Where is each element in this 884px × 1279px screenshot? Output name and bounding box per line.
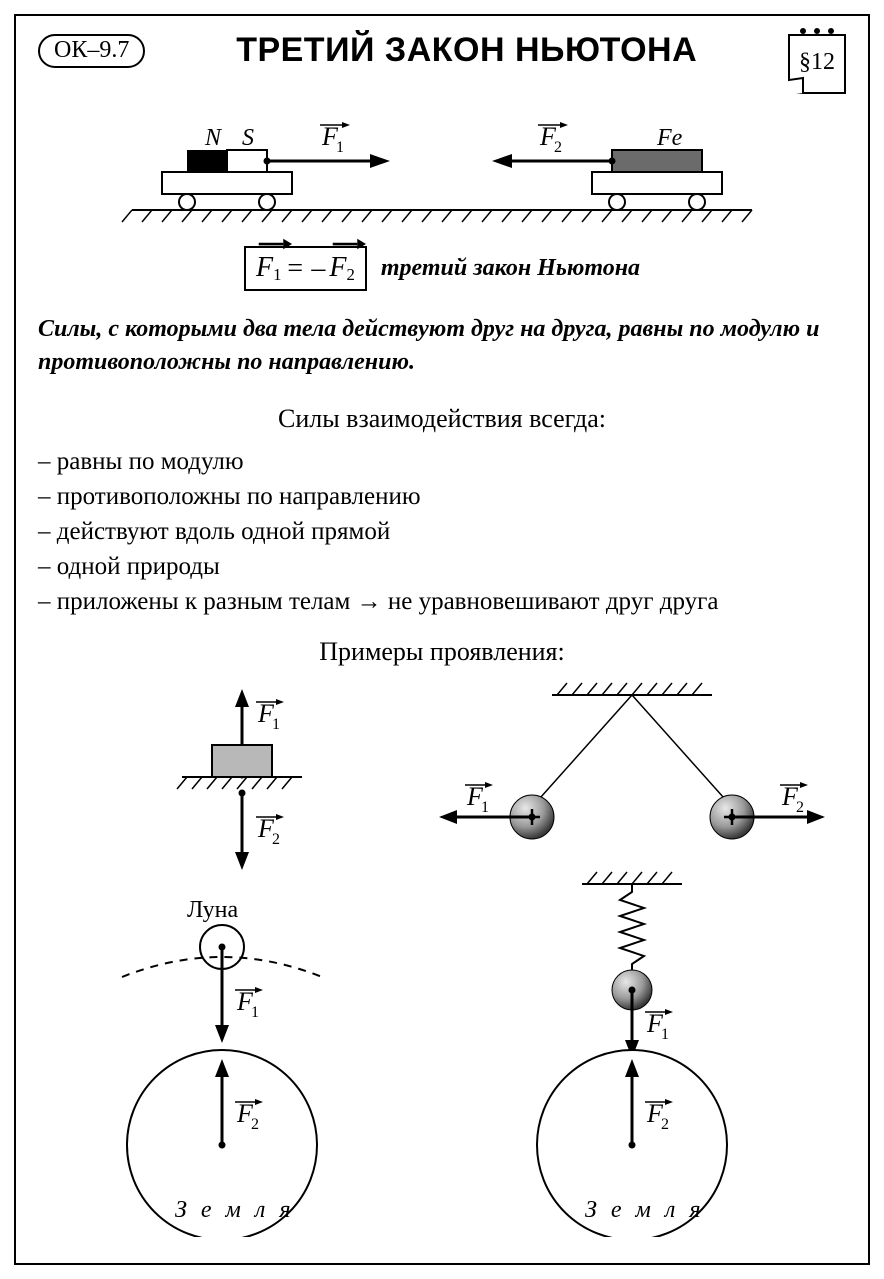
svg-text:2: 2 [554, 139, 562, 156]
page-header: ОК–9.7 ТРЕТИЙ ЗАКОН НЬЮТОНА §12 [38, 34, 846, 94]
svg-text:Fe: Fe [656, 125, 683, 151]
vector-f2: F2 [329, 252, 355, 285]
svg-text:1: 1 [251, 1004, 259, 1021]
svg-text:1: 1 [661, 1026, 669, 1043]
equation-label: третий закон Ньютона [381, 255, 640, 282]
svg-text:2: 2 [796, 799, 804, 816]
bullet-item: – действуют вдоль одной прямой [38, 514, 846, 549]
examples-heading: Примеры проявления: [38, 637, 846, 667]
page-curl-icon [788, 77, 804, 95]
examples-grid: F 1 F [42, 677, 842, 1237]
physics-page: ОК–9.7 ТРЕТИЙ ЗАКОН НЬЮТОНА §12 [0, 0, 884, 1279]
page-frame: ОК–9.7 ТРЕТИЙ ЗАКОН НЬЮТОНА §12 [14, 14, 870, 1265]
page-title: ТРЕТИЙ ЗАКОН НЬЮТОНА [163, 31, 770, 70]
svg-text:1: 1 [481, 799, 489, 816]
section-number: §12 [799, 49, 835, 75]
svg-text:2: 2 [661, 1116, 669, 1133]
svg-text:З е м л я: З е м л я [585, 1197, 704, 1223]
bullet-item: – противоположны по направлению [38, 479, 846, 514]
svg-text:N: N [204, 125, 223, 151]
svg-text:2: 2 [251, 1116, 259, 1133]
svg-text:1: 1 [336, 139, 344, 156]
bullet-item: – одной природы [38, 549, 846, 584]
equals-neg: = – [285, 253, 325, 285]
svg-text:1: 1 [272, 716, 280, 733]
interaction-heading: Силы взаимодействия всегда: [38, 404, 846, 434]
ok-code-badge: ОК–9.7 [38, 34, 145, 68]
section-badge: §12 [788, 34, 846, 94]
bullet-item: – равны по модулю [38, 444, 846, 479]
law-definition: Силы, с которыми два тела действуют друг… [38, 313, 846, 378]
carts-diagram: N S F 1 Fe F [92, 112, 792, 232]
vector-f1: F1 [256, 252, 282, 285]
bullet-item: – приложены к разным телам → не уравнове… [38, 584, 846, 619]
svg-text:З е м л я: З е м л я [175, 1197, 294, 1223]
bullet-list: – равны по модулю – противоположны по на… [38, 444, 846, 619]
svg-text:2: 2 [272, 831, 280, 848]
equation-row: F1 = – F2 третий закон Ньютона [38, 246, 846, 291]
svg-text:Луна: Луна [187, 897, 239, 923]
equation-box: F1 = – F2 [244, 246, 367, 291]
binder-dots-icon [790, 28, 844, 34]
svg-text:S: S [242, 125, 254, 151]
